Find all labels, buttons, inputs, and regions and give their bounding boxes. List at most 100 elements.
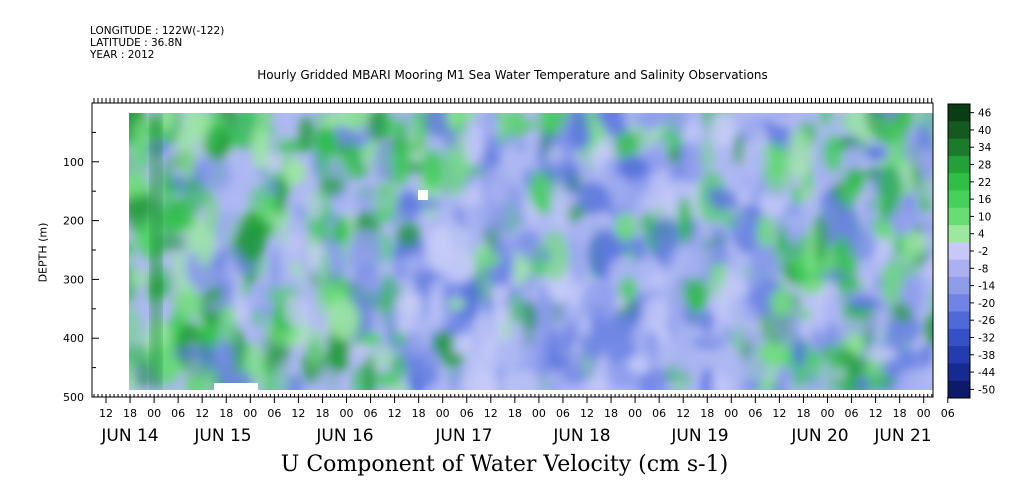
negative-patch bbox=[387, 307, 401, 327]
colorbar-label: 22 bbox=[978, 177, 991, 189]
negative-patch bbox=[903, 127, 916, 166]
positive-patch bbox=[508, 293, 524, 323]
negative-patch bbox=[915, 211, 933, 228]
positive-patch bbox=[844, 367, 855, 390]
positive-patch bbox=[902, 231, 926, 257]
positive-patch bbox=[157, 233, 187, 252]
x-date-label: JUN 18 bbox=[552, 426, 610, 446]
negative-patch bbox=[578, 181, 608, 215]
negative-patch bbox=[893, 219, 909, 237]
negative-patch bbox=[539, 378, 550, 390]
negative-patch bbox=[560, 113, 569, 161]
x-hour-label: 06 bbox=[364, 407, 378, 420]
positive-patch bbox=[184, 374, 210, 390]
negative-patch bbox=[633, 113, 669, 130]
negative-patch bbox=[480, 263, 489, 305]
positive-patch bbox=[820, 113, 832, 129]
strong-positive-streak bbox=[150, 113, 162, 390]
negative-patch bbox=[284, 294, 307, 327]
negative-patch bbox=[479, 310, 500, 357]
x-date-label: JUN 15 bbox=[193, 426, 251, 446]
negative-patch bbox=[820, 359, 831, 390]
negative-patch bbox=[412, 196, 442, 211]
negative-patch bbox=[541, 250, 550, 262]
negative-patch bbox=[647, 169, 675, 221]
negative-patch bbox=[776, 113, 788, 116]
positive-patch bbox=[446, 298, 466, 311]
positive-patch bbox=[875, 120, 899, 146]
negative-patch bbox=[421, 294, 430, 325]
positive-patch bbox=[333, 216, 350, 246]
positive-patch bbox=[804, 222, 818, 277]
negative-patch bbox=[270, 245, 280, 299]
y-tick-label: 100 bbox=[63, 156, 84, 169]
positive-patch bbox=[320, 246, 329, 300]
x-date-label: JUN 16 bbox=[315, 426, 373, 446]
positive-patch bbox=[769, 288, 794, 316]
positive-patch bbox=[421, 148, 444, 190]
x-hour-label: 00 bbox=[436, 407, 450, 420]
x-hour-label: 18 bbox=[700, 407, 714, 420]
negative-patch bbox=[735, 204, 745, 236]
negative-patch bbox=[690, 335, 725, 351]
negative-patch bbox=[517, 140, 526, 152]
colorbar-swatch bbox=[948, 328, 970, 347]
colorbar-swatch bbox=[948, 242, 970, 261]
negative-patch bbox=[585, 326, 616, 348]
positive-patch bbox=[757, 214, 774, 249]
negative-patch bbox=[910, 351, 930, 371]
colorbar-swatch bbox=[948, 363, 970, 382]
colorbar-label: -26 bbox=[978, 315, 995, 327]
negative-patch bbox=[776, 363, 789, 390]
negative-patch bbox=[560, 370, 587, 385]
negative-patch bbox=[628, 354, 654, 374]
x-hour-label: 18 bbox=[796, 407, 810, 420]
negative-patch bbox=[425, 113, 450, 138]
negative-patch bbox=[547, 327, 561, 365]
colorbar-swatch bbox=[948, 311, 970, 330]
colorbar-label: 10 bbox=[978, 211, 991, 223]
positive-patch bbox=[867, 375, 897, 388]
x-hour-label: 06 bbox=[267, 407, 281, 420]
positive-patch bbox=[282, 159, 306, 186]
negative-patch bbox=[559, 299, 573, 330]
negative-patch bbox=[847, 229, 877, 261]
x-hour-label: 00 bbox=[532, 407, 546, 420]
negative-patch bbox=[465, 123, 484, 168]
colorbar-swatch bbox=[948, 121, 970, 140]
negative-patch bbox=[741, 379, 761, 390]
positive-patch bbox=[823, 134, 843, 173]
colorbar-label: -38 bbox=[978, 350, 995, 362]
negative-patch bbox=[867, 346, 897, 362]
negative-patch bbox=[581, 281, 616, 322]
positive-patch bbox=[496, 113, 509, 145]
colorbar-label: -32 bbox=[978, 332, 995, 344]
positive-patch bbox=[930, 288, 933, 317]
positive-patch bbox=[613, 129, 639, 163]
x-hour-label: 06 bbox=[845, 407, 859, 420]
positive-patch bbox=[614, 213, 637, 242]
negative-patch bbox=[678, 323, 689, 365]
negative-patch bbox=[564, 114, 592, 147]
negative-patch bbox=[792, 337, 806, 368]
negative-patch bbox=[358, 125, 370, 144]
positive-patch bbox=[327, 299, 360, 340]
y-tick-label: 500 bbox=[63, 391, 84, 404]
colorbar-label: 4 bbox=[978, 229, 985, 241]
x-hour-label: 18 bbox=[412, 407, 426, 420]
colorbar-label: 16 bbox=[978, 194, 992, 206]
negative-patch bbox=[442, 126, 458, 150]
negative-patch bbox=[633, 256, 665, 293]
positive-patch bbox=[129, 304, 142, 345]
x-hour-label: 00 bbox=[340, 407, 354, 420]
negative-patch bbox=[826, 323, 839, 349]
negative-patch bbox=[306, 282, 323, 332]
x-hour-label: 12 bbox=[388, 407, 402, 420]
positive-patch bbox=[683, 277, 708, 309]
colorbar-label: -14 bbox=[978, 281, 995, 293]
x-hour-label: 00 bbox=[821, 407, 835, 420]
positive-patch bbox=[307, 325, 324, 368]
negative-patch bbox=[742, 329, 767, 349]
negative-patch bbox=[553, 355, 568, 372]
positive-patch bbox=[237, 211, 267, 264]
